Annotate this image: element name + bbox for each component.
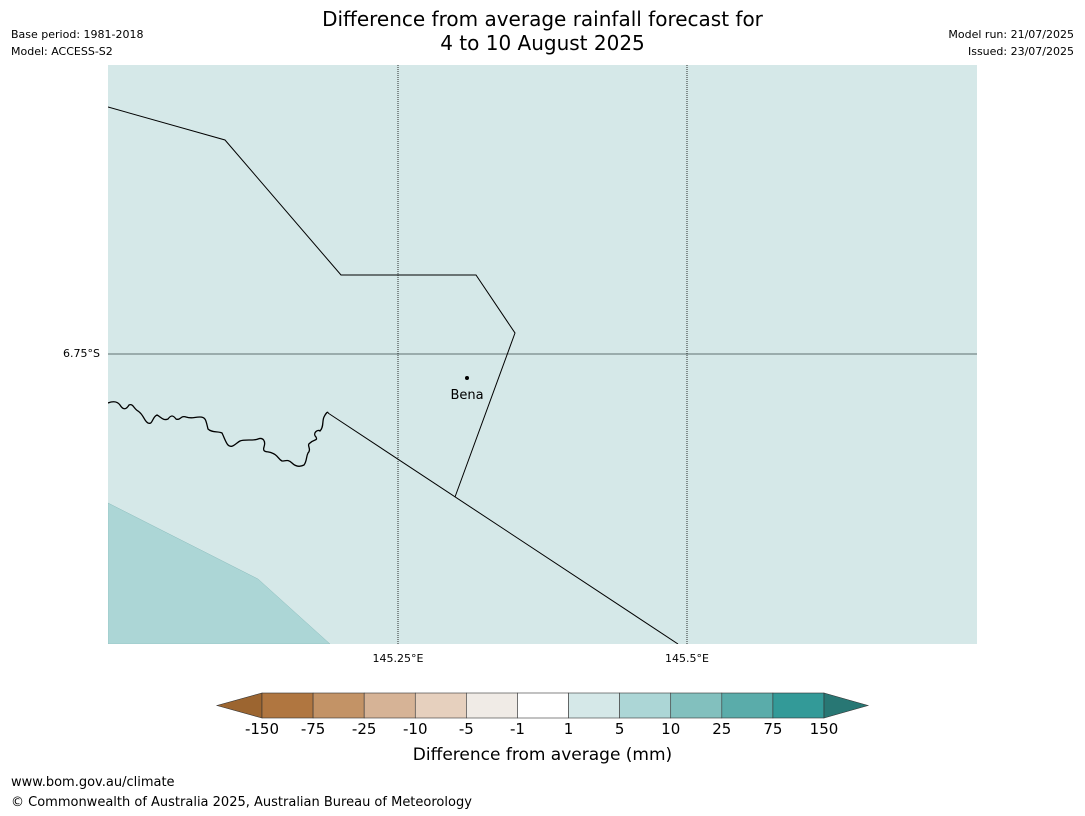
town-marker [465, 376, 469, 380]
colorbar-extend-low [215, 692, 263, 719]
colorbar-segment [261, 692, 314, 719]
meta-right: Model run: 21/07/2025 Issued: 23/07/2025 [948, 26, 1074, 60]
colorbar-segment [619, 692, 672, 719]
model-name: Model: ACCESS-S2 [11, 45, 113, 58]
colorbar-segment [414, 692, 467, 719]
colorbar-segment [312, 692, 365, 719]
border-line-south [327, 412, 679, 644]
title-line-1: Difference from average rainfall forecas… [322, 7, 763, 31]
colorbar-tick-label: 5 [614, 720, 625, 738]
colorbar-tick-label: -150 [244, 720, 280, 738]
issued-date: Issued: 23/07/2025 [967, 45, 1074, 58]
chart-title: Difference from average rainfall forecas… [0, 7, 1085, 55]
lat-label: 6.75°S [63, 347, 100, 360]
colorbar-tick-label: -1 [509, 720, 525, 738]
coastline [108, 401, 329, 467]
colorbar-tick-label: 25 [712, 720, 732, 738]
colorbar-segment [568, 692, 620, 719]
lon-label-1: 145.25°E [372, 652, 424, 665]
footer-url[interactable]: www.bom.gov.au/climate [11, 775, 175, 790]
colorbar-tick-label: 150 [809, 720, 839, 738]
title-line-2: 4 to 10 August 2025 [440, 31, 645, 55]
map-panel[interactable]: Bena [108, 65, 977, 644]
model-run: Model run: 21/07/2025 [948, 28, 1074, 41]
colorbar-extend-high [823, 692, 870, 719]
wetter-area [108, 502, 331, 644]
colorbar-segments [215, 692, 870, 719]
colorbar-segment [721, 692, 774, 719]
colorbar-tick-label: -75 [300, 720, 326, 738]
colorbar-tick-label: 1 [563, 720, 574, 738]
colorbar-tick-label: 10 [661, 720, 681, 738]
map-svg [108, 65, 977, 644]
colorbar-tick-label: 75 [763, 720, 783, 738]
colorbar-tick-label: -10 [403, 720, 428, 738]
colorbar-tick-label: -5 [458, 720, 474, 738]
lon-label-2: 145.5°E [665, 652, 709, 665]
colorbar-label: Difference from average (mm) [412, 745, 673, 765]
town-label-bena: Bena [450, 388, 484, 403]
border-line-north [108, 106, 516, 498]
colorbar-segment [517, 692, 569, 719]
colorbar-tick-label: -25 [351, 720, 377, 738]
colorbar-segment [772, 692, 825, 719]
colorbar-segment [363, 692, 416, 719]
meta-left: Base period: 1981-2018 Model: ACCESS-S2 [11, 26, 143, 60]
colorbar-segment [670, 692, 723, 719]
footer-copyright: © Commonwealth of Australia 2025, Austra… [11, 795, 472, 810]
base-period: Base period: 1981-2018 [11, 28, 144, 41]
colorbar-segment [466, 692, 518, 719]
